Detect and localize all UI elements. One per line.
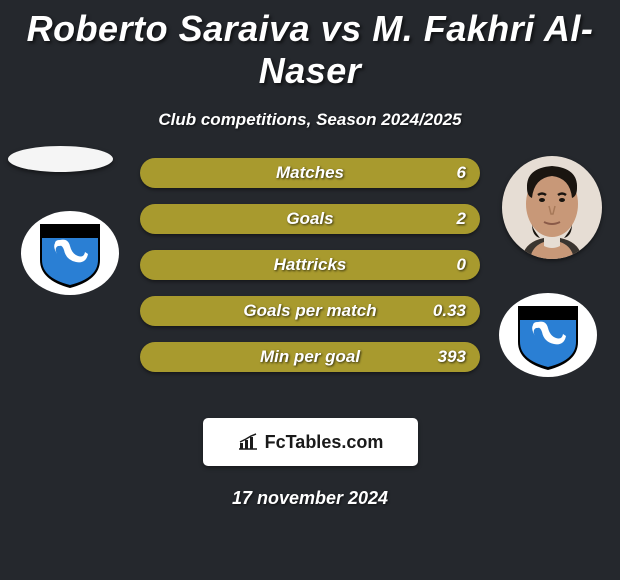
player-left-avatar	[8, 146, 113, 172]
stat-bar: Hattricks 0	[140, 250, 480, 280]
stat-bar: Matches 6	[140, 158, 480, 188]
stat-label: Min per goal	[260, 347, 360, 367]
stat-label: Matches	[276, 163, 344, 183]
stat-bar: Goals 2	[140, 204, 480, 234]
date: 17 november 2024	[0, 488, 620, 509]
stat-bars: Matches 6 Goals 2 Hattricks 0 Goals per …	[140, 158, 480, 388]
avatar-icon	[502, 156, 602, 259]
player-left-badge	[20, 210, 120, 296]
stat-value: 0	[457, 255, 466, 275]
stat-label: Hattricks	[274, 255, 347, 275]
stat-value: 393	[438, 347, 466, 367]
player-right-avatar	[502, 156, 602, 259]
player-right-badge	[498, 292, 598, 378]
stat-bar: Min per goal 393	[140, 342, 480, 372]
comparison-content: Matches 6 Goals 2 Hattricks 0 Goals per …	[0, 158, 620, 418]
page-title: Roberto Saraiva vs M. Fakhri Al-Naser	[0, 0, 620, 92]
club-badge-icon	[20, 210, 120, 296]
club-badge-icon	[498, 292, 598, 378]
stat-bar: Goals per match 0.33	[140, 296, 480, 326]
stat-value: 6	[457, 163, 466, 183]
stat-label: Goals per match	[243, 301, 376, 321]
chart-icon	[237, 433, 259, 451]
source-logo: FcTables.com	[203, 418, 418, 466]
subtitle: Club competitions, Season 2024/2025	[0, 110, 620, 130]
logo-text: FcTables.com	[265, 432, 384, 453]
stat-label: Goals	[286, 209, 333, 229]
stat-value: 2	[457, 209, 466, 229]
stat-value: 0.33	[433, 301, 466, 321]
